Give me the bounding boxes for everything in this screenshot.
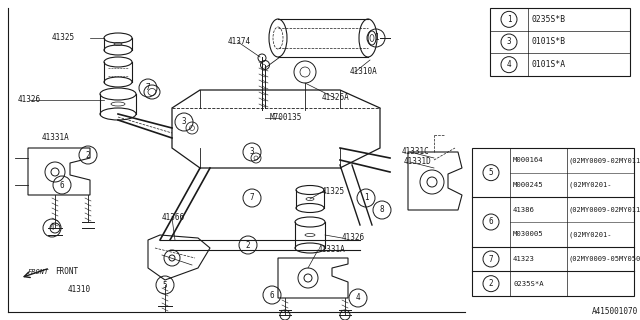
Text: 41331C: 41331C	[402, 148, 429, 156]
Text: (02MY0201-         ): (02MY0201- )	[569, 182, 640, 188]
Text: 1: 1	[507, 15, 511, 24]
Text: 41310A: 41310A	[350, 68, 378, 76]
Text: 2: 2	[246, 241, 250, 250]
Text: 2: 2	[86, 150, 90, 159]
Text: 0101S*B: 0101S*B	[532, 37, 566, 46]
Text: 3: 3	[182, 117, 186, 126]
Text: 41323: 41323	[513, 256, 535, 262]
Text: 2: 2	[489, 279, 493, 288]
Text: M700135: M700135	[270, 114, 302, 123]
Text: 41310: 41310	[68, 285, 91, 294]
Text: 6: 6	[489, 218, 493, 227]
Text: 7: 7	[146, 84, 150, 92]
Text: 41325: 41325	[52, 34, 75, 43]
Text: 3: 3	[250, 148, 254, 156]
Text: 41326A: 41326A	[322, 93, 349, 102]
Text: 7: 7	[250, 194, 254, 203]
Text: (02MY0009-05MY0505): (02MY0009-05MY0505)	[569, 256, 640, 262]
Text: 6: 6	[60, 180, 64, 189]
Text: 4: 4	[507, 60, 511, 69]
Text: 4: 4	[356, 293, 360, 302]
Text: 5: 5	[163, 281, 167, 290]
Bar	[472, 148, 634, 296]
Text: 0235S*B: 0235S*B	[532, 15, 566, 24]
Text: FRONT: FRONT	[55, 268, 78, 276]
Text: (02MY0009-02MY0112): (02MY0009-02MY0112)	[569, 206, 640, 213]
Text: 41374: 41374	[228, 37, 251, 46]
Text: 7: 7	[489, 254, 493, 263]
Text: 41326: 41326	[342, 234, 365, 243]
Text: 8: 8	[380, 205, 384, 214]
Text: 0101S*A: 0101S*A	[532, 60, 566, 69]
Text: A415001070: A415001070	[592, 307, 638, 316]
Text: 41331D: 41331D	[404, 157, 432, 166]
Text: 0235S*A: 0235S*A	[513, 281, 543, 287]
Text: 41325: 41325	[322, 188, 345, 196]
Text: 3: 3	[507, 37, 511, 46]
Text: 41366: 41366	[162, 213, 185, 222]
Text: 41331A: 41331A	[318, 245, 346, 254]
Text: (02MY0201-         ): (02MY0201- )	[569, 231, 640, 237]
Text: 41331A: 41331A	[42, 133, 70, 142]
Text: 4: 4	[50, 223, 54, 233]
Text: (02MY0009-02MY0112): (02MY0009-02MY0112)	[569, 157, 640, 164]
Bar	[490, 8, 630, 76]
Text: 41386: 41386	[513, 207, 535, 213]
Text: 1: 1	[374, 34, 378, 43]
Text: 1: 1	[364, 194, 368, 203]
Text: 6: 6	[269, 291, 275, 300]
Text: M030005: M030005	[513, 231, 543, 237]
Text: M000245: M000245	[513, 182, 543, 188]
Text: 5: 5	[489, 168, 493, 177]
Text: M000164: M000164	[513, 157, 543, 163]
Text: FRONT: FRONT	[28, 269, 49, 275]
Text: 41326: 41326	[18, 95, 41, 105]
